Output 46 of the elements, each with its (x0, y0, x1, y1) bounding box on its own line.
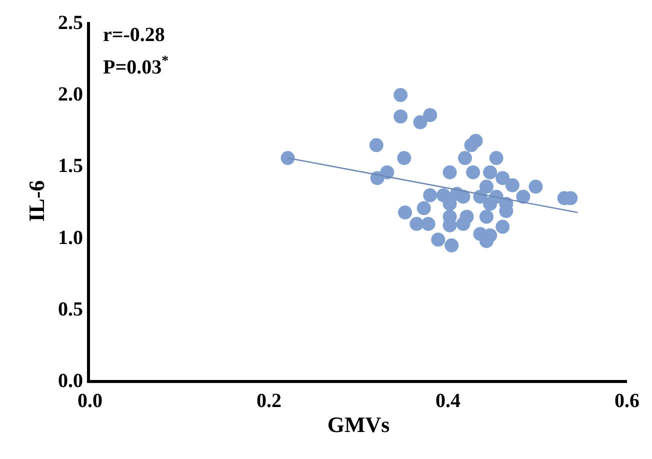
point (483, 196, 498, 211)
point (410, 216, 424, 231)
x-tick-label: 0.2 (256, 390, 282, 412)
y-tick-label: 0.0 (58, 370, 83, 392)
point (431, 232, 446, 247)
point (416, 201, 431, 216)
point (458, 151, 472, 166)
y-tick-label: 1.0 (58, 226, 83, 249)
x-tick-label: 0.6 (614, 390, 640, 412)
point (450, 186, 464, 201)
point (456, 216, 470, 231)
point (397, 151, 412, 166)
point (413, 115, 428, 130)
point (496, 220, 510, 234)
point (528, 180, 543, 194)
point (479, 180, 494, 194)
point (479, 210, 494, 224)
point (423, 108, 438, 122)
point (442, 165, 457, 180)
annotation: P=0.03$^{*}$ (103, 54, 169, 78)
x-axis-title: GMVs (327, 412, 390, 437)
point (398, 205, 412, 220)
point (483, 165, 498, 180)
point (496, 171, 510, 186)
point (444, 238, 459, 252)
y-axis-title: IL-6 (24, 180, 49, 222)
point (280, 151, 295, 166)
point (380, 165, 394, 180)
annotation: r=-0.28 (103, 24, 165, 46)
y-tick-label: 0.5 (58, 298, 83, 320)
point (466, 165, 480, 180)
point (423, 188, 438, 202)
y-tick-label: 1.5 (58, 155, 83, 178)
y-tick-label: 2.0 (58, 84, 83, 106)
point (505, 178, 520, 192)
point (394, 88, 408, 102)
point (464, 138, 478, 152)
point (489, 151, 504, 166)
point (394, 110, 408, 124)
x-tick-label: 0.0 (78, 390, 102, 412)
point (516, 190, 530, 204)
y-tick-label: 2.5 (58, 12, 83, 34)
point (369, 138, 384, 152)
x-tick-label: 0.4 (436, 390, 460, 412)
point (442, 196, 457, 211)
point (421, 216, 436, 231)
